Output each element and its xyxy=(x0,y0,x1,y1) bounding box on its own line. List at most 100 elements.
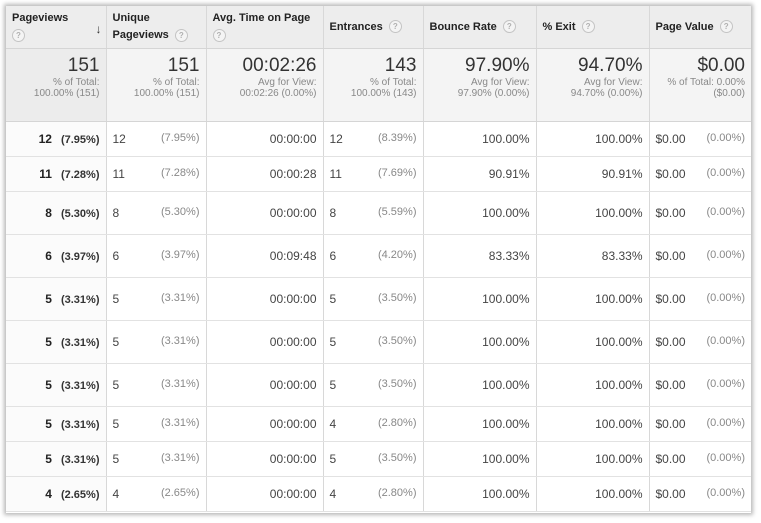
cell-page-value: $0.00 (0.00%) xyxy=(649,320,751,364)
table-row[interactable]: 5 (3.31%) 5 (3.31%) 00:00:00 5 (3.50%) 100.00% 1… xyxy=(6,441,751,477)
cell-unique-pageviews: 5 (3.31%) xyxy=(106,441,207,477)
total-sub-value: 94.70% (0.00%) xyxy=(570,88,643,99)
help-icon[interactable]: ? xyxy=(502,20,516,34)
cell-percent: (0.00%) xyxy=(706,487,745,499)
cell-unique-pageviews: 5 (3.31%) xyxy=(106,406,207,442)
cell-value: 6 xyxy=(329,249,337,263)
cell-exit: 100.00% xyxy=(536,441,650,477)
table-row[interactable]: 4 (2.65%) 4 (2.65%) 00:00:00 4 (2.80%) 100.00% 1… xyxy=(6,476,751,512)
column-header-pageviews[interactable]: Pageviews ? ↓ xyxy=(6,6,107,49)
cell-unique-pageviews: 5 (3.31%) xyxy=(106,277,207,321)
cell-page-value: $0.00 (0.00%) xyxy=(649,441,751,477)
cell-value: 5 xyxy=(45,417,52,431)
column-header-entrances[interactable]: Entrances ? xyxy=(323,6,424,49)
cell-percent: (3.31%) xyxy=(160,378,200,390)
analytics-table-panel: Pageviews ? ↓ Unique Pageviews ? Avg. Ti… xyxy=(6,6,751,513)
arrow-down-icon[interactable]: ↓ xyxy=(95,22,102,36)
cell-percent: (5.59%) xyxy=(377,206,417,218)
cell-percent: (7.28%) xyxy=(160,167,200,179)
cell-value: $0.00 xyxy=(655,487,686,501)
cell-value: 6 xyxy=(45,249,52,263)
help-icon[interactable]: ? xyxy=(174,28,188,42)
cell-pageviews: 5 (3.31%) xyxy=(6,406,107,442)
column-label-bounce-rate: Bounce Rate xyxy=(429,20,497,33)
total-sub-value: 100.00% (151) xyxy=(133,88,200,99)
cell-entrances: 6 (4.20%) xyxy=(323,234,424,278)
help-icon[interactable]: ? xyxy=(12,28,25,42)
header-row: Pageviews ? ↓ Unique Pageviews ? Avg. Ti… xyxy=(6,6,751,49)
total-avg-time: 00:02:26 Avg for View: 00:02:26 (0.00%) xyxy=(206,48,324,122)
total-bounce-rate: 97.90% Avg for View: 97.90% (0.00%) xyxy=(423,48,537,122)
column-header-bounce-rate[interactable]: Bounce Rate ? xyxy=(423,6,537,49)
cell-pageviews: 4 (2.65%) xyxy=(6,476,107,512)
cell-value: 5 xyxy=(112,452,120,466)
cell-value: 5 xyxy=(45,452,52,466)
total-value: 151 xyxy=(167,55,200,76)
column-header-avg-time-on-page[interactable]: Avg. Time on Page ? xyxy=(206,6,324,49)
total-sub-value: 00:02:26 (0.00%) xyxy=(239,88,317,99)
cell-bounce-rate: 100.00% xyxy=(423,320,537,364)
cell-percent: (0.00%) xyxy=(706,206,745,218)
cell-value: 8 xyxy=(329,206,337,220)
help-icon[interactable]: ? xyxy=(388,20,402,34)
cell-percent: (7.28%) xyxy=(60,169,100,181)
column-label-exit: % Exit xyxy=(542,20,576,33)
cell-percent: (3.50%) xyxy=(377,378,417,390)
cell-percent: (3.31%) xyxy=(60,294,100,306)
column-label-page-value: Page Value xyxy=(655,20,714,33)
cell-page-value: $0.00 (0.00%) xyxy=(649,476,751,512)
cell-bounce-rate: 100.00% xyxy=(423,277,537,321)
cell-percent: (3.31%) xyxy=(160,335,200,347)
cell-percent: (0.00%) xyxy=(706,335,745,347)
total-sub-value: ($0.00) xyxy=(713,88,745,99)
table-row[interactable]: 11 (7.28%) 11 (7.28%) 00:00:28 11 (7.69%) 90.91… xyxy=(6,156,751,192)
help-icon[interactable]: ? xyxy=(581,20,595,34)
cell-percent: (3.97%) xyxy=(60,251,100,263)
cell-value: 6 xyxy=(112,249,120,263)
cell-percent: (3.31%) xyxy=(60,419,100,431)
cell-exit: 90.91% xyxy=(536,156,650,192)
cell-value: 5 xyxy=(329,378,337,392)
table-row[interactable]: 5 (3.31%) 5 (3.31%) 00:00:00 5 (3.50%) 100.00% 1… xyxy=(6,363,751,407)
total-exit: 94.70% Avg for View: 94.70% (0.00%) xyxy=(536,48,650,122)
cell-entrances: 5 (3.50%) xyxy=(323,320,424,364)
table-row[interactable]: 6 (3.97%) 6 (3.97%) 00:09:48 6 (4.20%) 83.33% 83… xyxy=(6,234,751,278)
cell-pageviews: 5 (3.31%) xyxy=(6,363,107,407)
column-label-pageviews: Pageviews xyxy=(12,12,69,24)
total-sub-value: 100.00% (151) xyxy=(33,88,100,99)
cell-value: 5 xyxy=(112,292,120,306)
cell-percent: (3.31%) xyxy=(160,452,200,464)
cell-page-value: $0.00 (0.00%) xyxy=(649,277,751,321)
cell-entrances: 8 (5.59%) xyxy=(323,191,424,235)
cell-avg-time: 00:00:00 xyxy=(206,121,324,157)
cell-value: 5 xyxy=(112,417,120,431)
table-row[interactable]: 5 (3.31%) 5 (3.31%) 00:00:00 5 (3.50%) 100.00% 1… xyxy=(6,277,751,321)
table-row[interactable]: 5 (3.31%) 5 (3.31%) 00:00:00 4 (2.80%) 100.00% 1… xyxy=(6,406,751,442)
total-sub-label: Avg for View: xyxy=(583,77,643,88)
column-label-unique-line2: Pageviews xyxy=(112,29,169,41)
column-header-exit[interactable]: % Exit ? xyxy=(536,6,650,49)
cell-percent: (0.00%) xyxy=(706,417,745,429)
cell-unique-pageviews: 5 (3.31%) xyxy=(106,320,207,364)
column-header-page-value[interactable]: Page Value ? xyxy=(649,6,751,49)
column-header-unique-pageviews[interactable]: Unique Pageviews ? xyxy=(106,6,207,49)
help-icon[interactable]: ? xyxy=(719,20,733,34)
cell-value: 5 xyxy=(112,335,120,349)
cell-bounce-rate: 100.00% xyxy=(423,406,537,442)
cell-percent: (3.31%) xyxy=(160,417,200,429)
column-label-avg-time: Avg. Time on Page xyxy=(212,12,311,24)
cell-value: $0.00 xyxy=(655,292,686,306)
help-icon[interactable]: ? xyxy=(212,28,226,42)
cell-value: $0.00 xyxy=(655,249,686,263)
total-value: 97.90% xyxy=(465,55,530,76)
table-row[interactable]: 5 (3.31%) 5 (3.31%) 00:00:00 5 (3.50%) 100.00% 1… xyxy=(6,320,751,364)
totals-row: 151 % of Total: 100.00% (151) 151 % of T… xyxy=(6,48,751,122)
cell-exit: 100.00% xyxy=(536,320,650,364)
table-row[interactable]: 8 (5.30%) 8 (5.30%) 00:00:00 8 (5.59%) 100.00% 1… xyxy=(6,191,751,235)
cell-value: 11 xyxy=(39,167,52,181)
table-row[interactable]: 12 (7.95%) 12 (7.95%) 00:00:00 12 (8.39%) 100.0… xyxy=(6,121,751,157)
cell-entrances: 5 (3.50%) xyxy=(323,277,424,321)
cell-bounce-rate: 100.00% xyxy=(423,191,537,235)
cell-bounce-rate: 83.33% xyxy=(423,234,537,278)
cell-unique-pageviews: 8 (5.30%) xyxy=(106,191,207,235)
